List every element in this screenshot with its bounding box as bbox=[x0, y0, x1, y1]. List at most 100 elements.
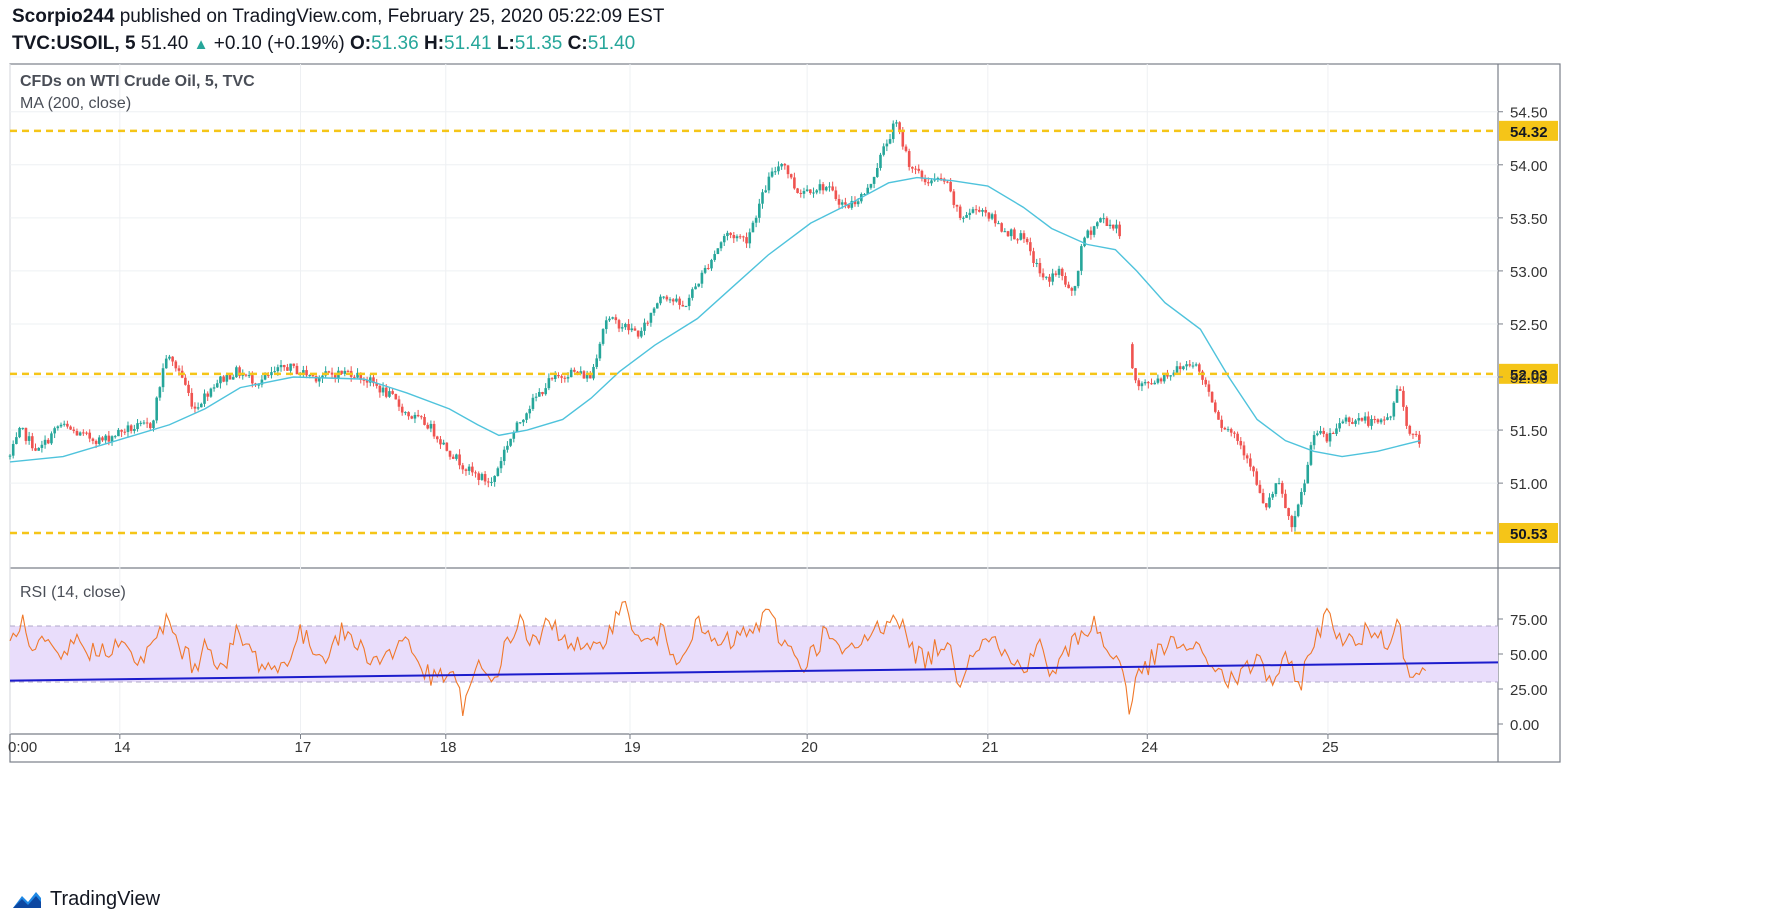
candle-body bbox=[1376, 419, 1380, 423]
candle-body bbox=[1414, 433, 1418, 435]
candle-body bbox=[805, 189, 809, 192]
candle-body bbox=[196, 407, 200, 409]
candle-body bbox=[952, 191, 956, 205]
candle-body bbox=[949, 181, 952, 192]
candle-body bbox=[1019, 233, 1023, 240]
candle-body bbox=[837, 198, 841, 205]
candle-body bbox=[1319, 430, 1322, 434]
candle-body bbox=[643, 322, 646, 331]
candle-body bbox=[853, 200, 857, 205]
candle-body bbox=[247, 375, 251, 377]
candle-body bbox=[346, 370, 350, 372]
candle-body bbox=[783, 164, 787, 166]
candle-body bbox=[646, 322, 650, 324]
candle-body bbox=[617, 320, 621, 329]
candle-body bbox=[1118, 224, 1121, 237]
candle-body bbox=[1073, 286, 1077, 291]
candle-body bbox=[901, 130, 905, 147]
candle-body bbox=[480, 474, 484, 480]
candle-body bbox=[904, 146, 908, 152]
candle-body bbox=[305, 370, 308, 376]
candle-body bbox=[879, 154, 882, 168]
candle-body bbox=[82, 432, 85, 434]
candle-body bbox=[241, 374, 245, 376]
candle-body bbox=[311, 375, 315, 377]
candle-body bbox=[1303, 483, 1306, 492]
candle-body bbox=[1099, 218, 1102, 223]
symbol-label[interactable]: TVC:USOIL, 5 bbox=[12, 33, 136, 54]
horizontal-levels[interactable]: 54.32 52.03 50.53 bbox=[10, 120, 1558, 543]
candle-body bbox=[694, 286, 697, 290]
candle-body bbox=[780, 164, 783, 167]
candle-body bbox=[1220, 419, 1223, 428]
candle-body bbox=[101, 437, 104, 441]
candle-body bbox=[1115, 224, 1118, 229]
candle-body bbox=[1185, 364, 1188, 367]
candle-body bbox=[729, 232, 732, 235]
candle-body bbox=[818, 184, 822, 191]
candle-body bbox=[369, 377, 372, 383]
candle-body bbox=[1252, 466, 1255, 472]
candle-body bbox=[1051, 273, 1054, 282]
candle-body bbox=[78, 432, 82, 436]
candle-body bbox=[891, 123, 895, 140]
candle-body bbox=[397, 399, 401, 407]
price-tick-label: 51.00 bbox=[1510, 476, 1548, 493]
candle-body bbox=[675, 298, 678, 302]
candle-body bbox=[410, 416, 414, 419]
candle-body bbox=[120, 429, 123, 432]
time-tick-label: 0:00 bbox=[8, 739, 37, 756]
candle-body bbox=[659, 296, 662, 304]
author-name[interactable]: Scorpio244 bbox=[12, 6, 115, 27]
candle-body bbox=[550, 378, 554, 380]
candle-body bbox=[777, 166, 780, 172]
candle-body bbox=[85, 432, 88, 434]
candle-body bbox=[136, 423, 139, 430]
candle-body bbox=[1328, 433, 1332, 442]
candle-body bbox=[541, 392, 544, 395]
candle-body bbox=[815, 190, 819, 193]
candle-body bbox=[394, 393, 398, 400]
candle-body bbox=[895, 122, 898, 124]
candle-body bbox=[796, 188, 799, 193]
candle-body bbox=[263, 374, 267, 380]
candle-body bbox=[148, 423, 152, 429]
candle-body bbox=[1290, 516, 1294, 528]
low-label: L: bbox=[496, 33, 515, 54]
publish-info: Scorpio244 published on TradingView.com,… bbox=[12, 6, 664, 28]
candle-body bbox=[276, 367, 280, 372]
candle-body bbox=[939, 177, 943, 179]
candle-body bbox=[426, 424, 430, 429]
price-level-label: 54.32 bbox=[1510, 124, 1548, 141]
candle-body bbox=[930, 180, 933, 184]
candle-body bbox=[923, 178, 927, 183]
candle-body bbox=[1111, 224, 1115, 229]
candle-body bbox=[987, 212, 991, 219]
candle-body bbox=[1351, 422, 1354, 424]
candle-body bbox=[671, 299, 675, 302]
candle-body bbox=[566, 377, 570, 379]
candle-body bbox=[69, 426, 72, 430]
candle-body bbox=[359, 372, 363, 380]
candle-body bbox=[161, 368, 165, 388]
candle-body bbox=[164, 358, 168, 369]
candle-body bbox=[630, 328, 634, 331]
tradingview-logo[interactable]: TradingView bbox=[12, 888, 160, 911]
candle-body bbox=[1236, 433, 1239, 441]
candle-body bbox=[1347, 417, 1351, 423]
ma-indicator-label: MA (200, close) bbox=[20, 95, 131, 112]
candle-body bbox=[464, 469, 468, 471]
candle-body bbox=[384, 387, 388, 397]
candle-body bbox=[1153, 382, 1156, 385]
candle-body bbox=[432, 423, 436, 437]
candle-body bbox=[636, 330, 640, 337]
candle-body bbox=[1207, 384, 1211, 392]
candle-body bbox=[866, 187, 870, 195]
candle-body bbox=[1264, 503, 1268, 508]
main-pane-title: CFDs on WTI Crude Oil, 5, TVC bbox=[20, 73, 255, 90]
candle-body bbox=[1411, 433, 1415, 435]
candle-body bbox=[754, 217, 758, 223]
candle-body bbox=[611, 317, 614, 319]
price-level-label: 52.03 bbox=[1510, 367, 1548, 384]
